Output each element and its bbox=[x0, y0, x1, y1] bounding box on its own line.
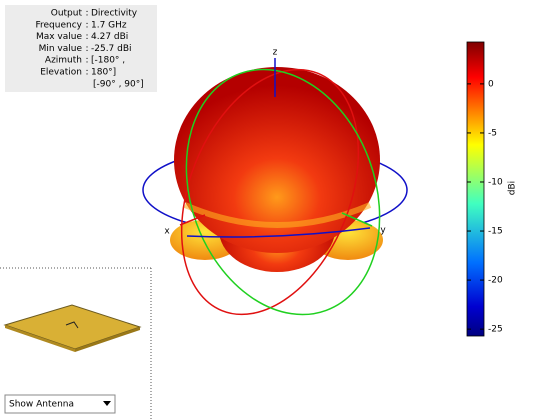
antenna-edge bbox=[5, 325, 75, 352]
info-label: Max value bbox=[36, 32, 83, 42]
dropdown-box[interactable] bbox=[4, 394, 116, 414]
axis-label: z bbox=[273, 48, 278, 58]
info-label: Output bbox=[51, 9, 83, 19]
feed-mark bbox=[65, 321, 79, 329]
elevation-circle bbox=[185, 68, 381, 316]
info-label: Frequency bbox=[36, 20, 83, 30]
info-separator: : bbox=[85, 68, 88, 78]
info-value: [-180° , bbox=[91, 56, 125, 66]
dropdown[interactable]: Show Antenna bbox=[4, 394, 116, 414]
x-axis bbox=[179, 214, 206, 226]
y-axis bbox=[341, 212, 373, 227]
dropdown-text[interactable]: Show Antenna bbox=[9, 400, 74, 410]
antenna-patch bbox=[3, 304, 142, 350]
colorbar-label: dBi bbox=[508, 181, 518, 195]
info-panel bbox=[5, 5, 157, 92]
info-value: Directivity bbox=[91, 9, 138, 19]
info-value: [-90° , 90°] bbox=[93, 79, 144, 89]
info-value: 1.7 GHz bbox=[91, 20, 127, 30]
info-value: 180°] bbox=[91, 68, 116, 78]
colorbar bbox=[466, 41, 485, 337]
colorbar-tick-label: -15 bbox=[488, 227, 503, 237]
info-separator: : bbox=[85, 20, 88, 30]
info-separator: : bbox=[85, 32, 88, 42]
colorbar-ticks: 0 -5 -10 -15 -20 -25 bbox=[467, 79, 503, 335]
colorbar-tick-label: -5 bbox=[488, 128, 497, 138]
colorbar-tick-label: -10 bbox=[488, 177, 503, 187]
main-lobe bbox=[174, 67, 380, 253]
info-label: Min value bbox=[39, 44, 83, 54]
colorbar-tick-label: 0 bbox=[488, 79, 494, 89]
info-label: Elevation bbox=[40, 68, 82, 78]
axis-label: x bbox=[164, 227, 170, 237]
info-separator: : bbox=[85, 9, 88, 19]
colorbar-tick-label: -25 bbox=[488, 325, 503, 335]
colorbar-tick-label: -20 bbox=[488, 276, 503, 286]
dropdown-arrow[interactable] bbox=[103, 401, 111, 406]
antenna-edge bbox=[75, 327, 140, 352]
axis-label: y bbox=[380, 226, 386, 236]
azimuth-front bbox=[186, 227, 371, 238]
info-value: 4.27 dBi bbox=[91, 32, 128, 42]
info-value: -25.7 dBi bbox=[91, 44, 132, 54]
info-label: Azimuth bbox=[45, 56, 82, 66]
info-separator: : bbox=[85, 56, 88, 66]
elevation-circle bbox=[180, 68, 360, 316]
info-separator: : bbox=[85, 44, 88, 54]
